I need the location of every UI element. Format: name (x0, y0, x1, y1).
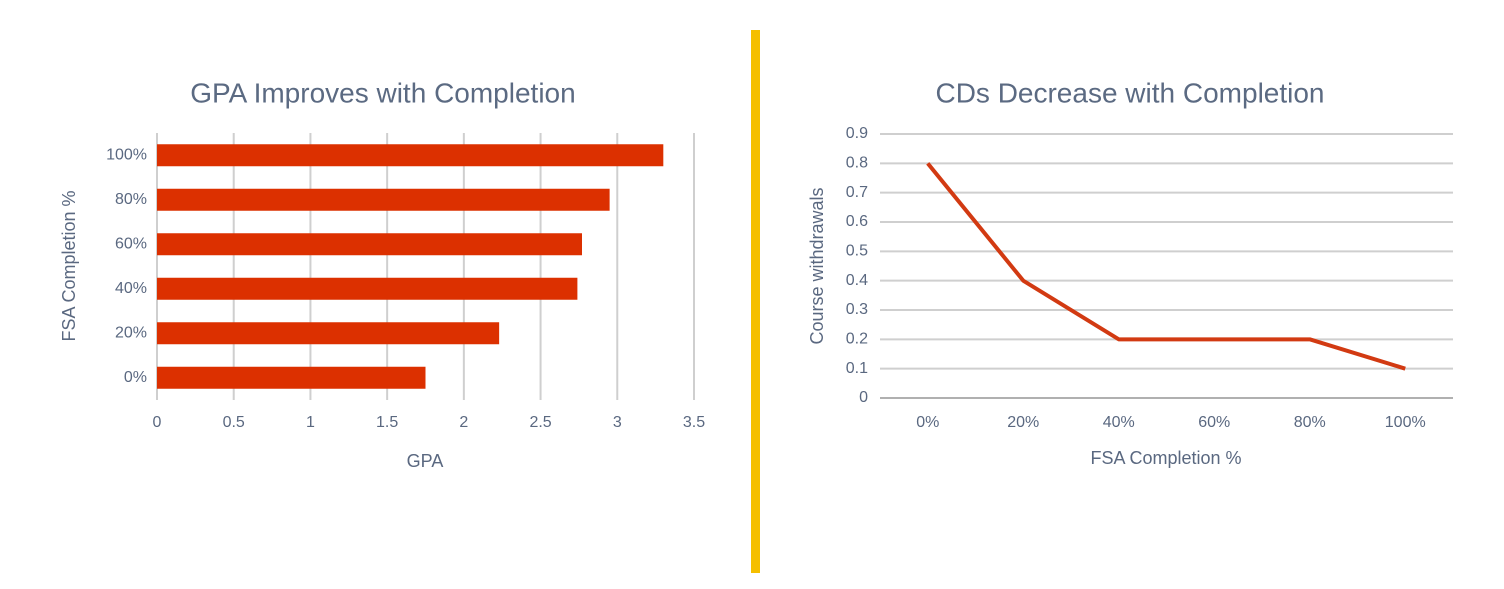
y-axis-title: Course withdrawals (807, 187, 827, 344)
x-tick-label: 0 (153, 414, 162, 431)
x-tick-label: 0% (916, 414, 939, 431)
x-tick-label: 1.5 (376, 414, 398, 431)
x-tick-label: 0.5 (223, 414, 245, 431)
y-tick-label: 0 (859, 389, 868, 406)
y-tick-label: 0.1 (846, 360, 868, 377)
bar (157, 144, 664, 167)
y-tick-label: 0.8 (846, 155, 868, 172)
chart-title: CDs Decrease with Completion (935, 77, 1324, 108)
x-tick-label: 80% (1294, 414, 1326, 431)
chart-title: GPA Improves with Completion (190, 77, 575, 108)
x-tick-label: 2 (459, 414, 468, 431)
divider (751, 30, 760, 573)
y-tick-label: 100% (106, 146, 147, 163)
y-tick-label: 0.6 (846, 213, 868, 230)
y-tick-label: 0.7 (846, 184, 868, 201)
line (926, 162, 1406, 371)
bar (157, 188, 610, 211)
bar (157, 366, 426, 389)
y-tick-label: 0.2 (846, 331, 868, 348)
y-tick-label: 0.4 (846, 272, 868, 289)
x-axis-title: FSA Completion % (1090, 448, 1241, 468)
y-tick-label: 0.5 (846, 243, 868, 260)
bar (157, 277, 578, 300)
x-tick-label: 100% (1385, 414, 1426, 431)
x-tick-label: 3 (613, 414, 622, 431)
x-tick-label: 3.5 (683, 414, 705, 431)
y-tick-label: 40% (115, 280, 147, 297)
y-tick-label: 0.3 (846, 301, 868, 318)
x-tick-label: 1 (306, 414, 315, 431)
y-tick-label: 20% (115, 324, 147, 341)
y-tick-label: 60% (115, 235, 147, 252)
bar (157, 233, 582, 256)
y-tick-label: 0.9 (846, 125, 868, 142)
x-tick-label: 60% (1198, 414, 1230, 431)
x-tick-label: 40% (1103, 414, 1135, 431)
y-tick-label: 80% (115, 191, 147, 208)
bar (157, 322, 500, 345)
y-tick-label: 0% (124, 369, 147, 386)
x-tick-label: 20% (1007, 414, 1039, 431)
x-axis-title: GPA (407, 451, 444, 471)
y-axis-title: FSA Completion % (59, 190, 79, 341)
x-tick-label: 2.5 (529, 414, 551, 431)
